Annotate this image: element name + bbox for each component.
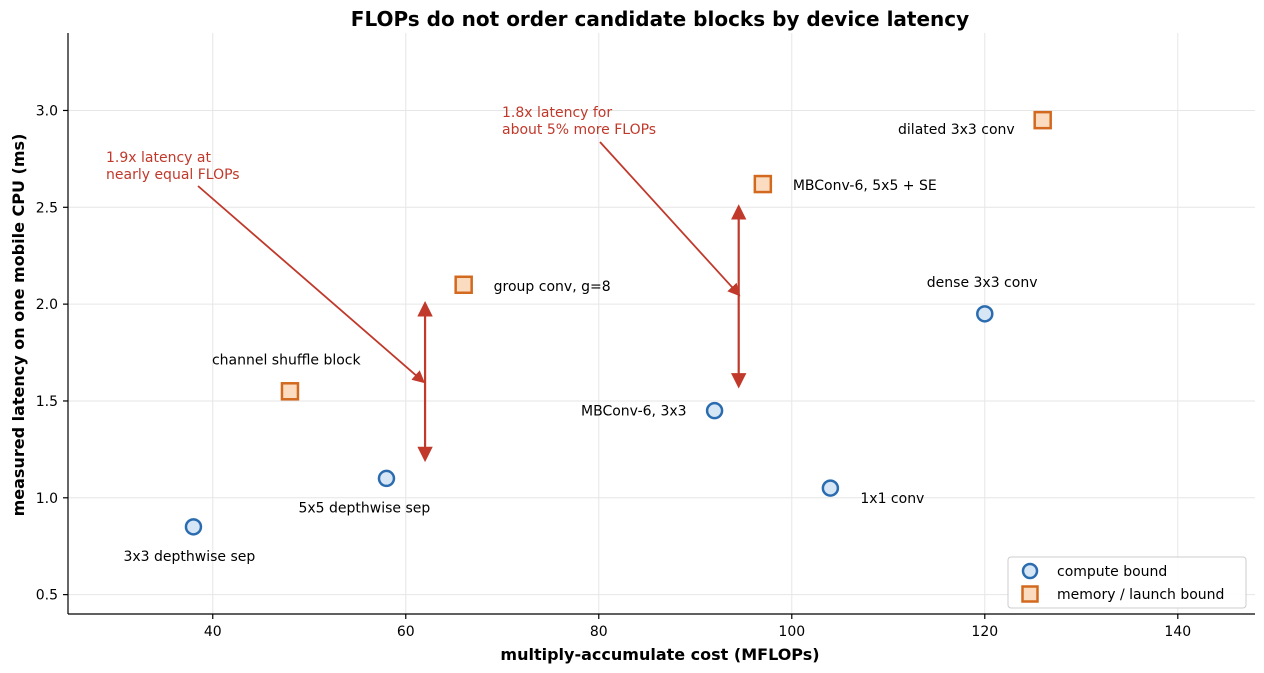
- point-marker-square: [753, 174, 773, 194]
- pointer-arrow: [599, 141, 741, 297]
- point-marker-square: [280, 382, 300, 401]
- point-label: channel shuffle block: [212, 352, 362, 368]
- legend-label: memory / launch bound: [1057, 587, 1224, 603]
- point-marker-square: [1033, 110, 1052, 130]
- point-label: dilated 3x3 conv: [898, 122, 1015, 138]
- point-marker-circle: [377, 469, 396, 488]
- legend-box: [1007, 556, 1247, 609]
- y-tick-label: 2.5: [36, 200, 58, 216]
- y-tick-label: 2.0: [36, 297, 58, 313]
- y-tick-label: 0.5: [36, 588, 58, 604]
- x-axis-title: multiply-accumulate cost (MFLOPs): [500, 645, 819, 664]
- annotation-text: nearly equal FLOPs: [106, 167, 240, 183]
- y-tick-label: 1.5: [36, 394, 58, 410]
- axes: [67, 33, 1255, 615]
- x-tick-label: 100: [778, 624, 805, 640]
- y-axis-title: measured latency on one mobile CPU (ms): [9, 134, 28, 517]
- point-label: dense 3x3 conv: [927, 275, 1038, 291]
- y-tick-label: 1.0: [36, 491, 58, 507]
- point-marker-square: [454, 275, 473, 295]
- pointer-arrow: [197, 185, 426, 384]
- legend-marker-square: [1021, 585, 1039, 603]
- point-marker-circle: [184, 518, 203, 536]
- x-tick-label: 40: [204, 624, 222, 640]
- annotation-text: about 5% more FLOPs: [502, 122, 656, 138]
- x-tick-label: 120: [971, 624, 998, 640]
- y-tick-label: 3.0: [36, 103, 58, 119]
- point-labels: 3x3 depthwise sep 5x5 depthwise sep MBConv…: [123, 122, 1037, 565]
- point-label: group conv, g=8: [494, 279, 611, 295]
- point-label: MBConv-6, 3x3: [581, 404, 687, 420]
- point-label: 3x3 depthwise sep: [123, 549, 255, 565]
- legend-label: compute bound: [1057, 564, 1167, 580]
- grid: [68, 33, 1255, 614]
- annotation-text: 1.9x latency at: [106, 150, 211, 166]
- point-marker-circle: [821, 479, 840, 497]
- annotation-text: 1.8x latency for: [502, 105, 612, 121]
- point-label: 1x1 conv: [860, 491, 924, 507]
- point-marker-circle: [976, 305, 994, 323]
- x-tick-label: 140: [1164, 624, 1191, 640]
- point-marker-circle: [705, 401, 724, 420]
- chart-title: FLOPs do not order candidate blocks by d…: [351, 7, 969, 31]
- point-label: MBConv-6, 5x5 + SE: [793, 178, 937, 194]
- y-ticks: 0.5 1.0 1.5 2.0 2.5 3.0: [36, 103, 68, 604]
- x-tick-label: 80: [590, 624, 608, 640]
- legend: compute bound memory / launch bound: [1007, 556, 1247, 609]
- data-points: [184, 110, 1052, 536]
- x-ticks: 40 60 80 100 120 140: [204, 614, 1191, 640]
- x-tick-label: 60: [397, 624, 415, 640]
- legend-marker-circle: [1021, 562, 1039, 580]
- point-label: 5x5 depthwise sep: [298, 500, 430, 516]
